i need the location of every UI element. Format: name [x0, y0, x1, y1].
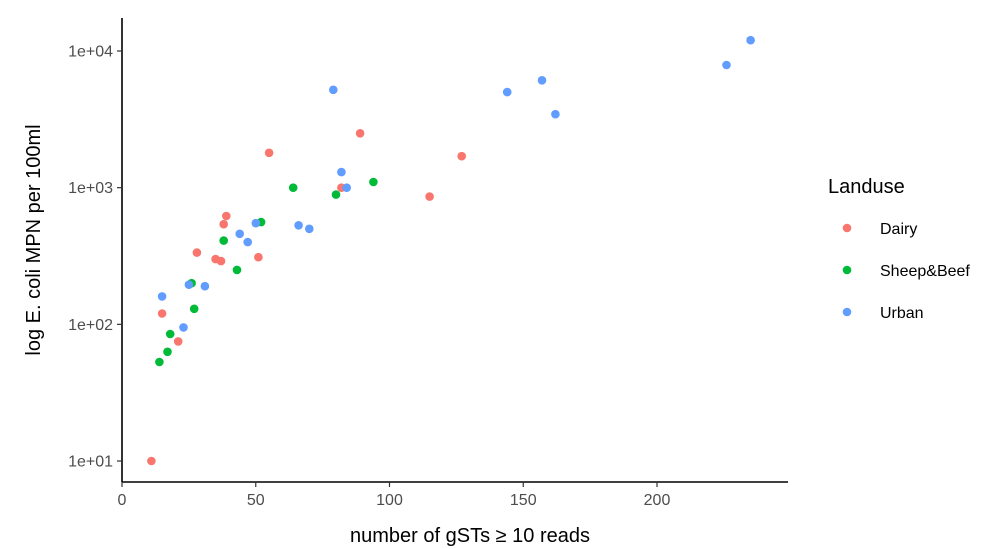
y-tick-label: 1e+01: [68, 454, 113, 471]
legend-label: Urban: [880, 305, 924, 322]
legend-key-urban: [842, 307, 852, 317]
data-point-urban: [551, 109, 560, 119]
y-tick-label: 1e+04: [68, 44, 113, 61]
data-point-dairy: [457, 151, 467, 161]
legend-items: Dairy Sheep&Beef Urban: [842, 221, 970, 322]
data-point-dairy: [219, 219, 228, 229]
x-tick-label: 0: [118, 492, 127, 509]
data-point-urban: [294, 221, 303, 230]
data-point-sheep-beef: [288, 183, 298, 192]
data-point-urban: [329, 85, 338, 95]
x-axis-ticks: 0 50 100 150 200: [118, 482, 671, 509]
data-point-dairy: [192, 248, 202, 257]
data-point-sheep-beef: [163, 347, 172, 357]
legend-label: Sheep&Beef: [880, 263, 970, 280]
data-point-urban: [157, 292, 167, 301]
data-point-urban: [722, 60, 731, 70]
legend-title: Landuse: [828, 176, 905, 198]
x-tick-label: 50: [247, 492, 265, 509]
data-point-dairy: [355, 129, 365, 138]
y-tick-label: 1e+02: [68, 317, 113, 334]
x-tick-label: 150: [510, 492, 537, 509]
data-point-dairy: [147, 456, 156, 466]
data-point-urban: [200, 281, 210, 291]
y-axis-title: log E. coli MPN per 100ml: [23, 124, 45, 355]
x-axis-title: number of gSTs ≥ 10 reads: [350, 525, 590, 547]
x-tick-label: 200: [644, 492, 671, 509]
legend: Landuse Dairy Sheep&Beef Urban: [828, 176, 970, 322]
legend-label: Dairy: [880, 221, 917, 238]
x-tick-label: 100: [376, 492, 403, 509]
legend-key-sheep-beef: [842, 265, 852, 275]
y-tick-label: 1e+03: [68, 180, 113, 197]
data-point-sheep-beef: [369, 177, 378, 187]
data-point-dairy: [254, 252, 263, 262]
data-point-urban: [337, 167, 346, 177]
data-point-urban: [179, 323, 188, 332]
data-point-sheep-beef: [165, 329, 175, 339]
data-point-urban: [342, 183, 352, 192]
data-point-sheep-beef: [232, 265, 242, 275]
data-point-dairy: [173, 337, 183, 346]
data-point-urban: [746, 35, 755, 45]
data-point-urban: [184, 280, 194, 290]
data-point-urban: [235, 229, 244, 239]
data-point-urban: [251, 218, 261, 228]
data-point-urban: [537, 76, 547, 85]
data-point-sheep-beef: [189, 304, 199, 314]
data-point-dairy: [222, 211, 231, 221]
data-point-sheep-beef: [331, 190, 341, 199]
data-point-urban: [502, 87, 512, 97]
data-point-dairy: [425, 192, 434, 201]
plot-area: [147, 35, 755, 466]
data-point-dairy: [216, 256, 226, 266]
data-point-sheep-beef: [219, 236, 228, 245]
data-point-dairy: [157, 309, 167, 318]
data-point-urban: [243, 237, 252, 247]
data-point-urban: [305, 224, 314, 234]
data-point-dairy: [264, 148, 274, 158]
data-point-sheep-beef: [155, 357, 164, 367]
y-axis-ticks: 1e+01 1e+02 1e+03 1e+04: [68, 44, 122, 471]
legend-key-dairy: [842, 223, 852, 233]
